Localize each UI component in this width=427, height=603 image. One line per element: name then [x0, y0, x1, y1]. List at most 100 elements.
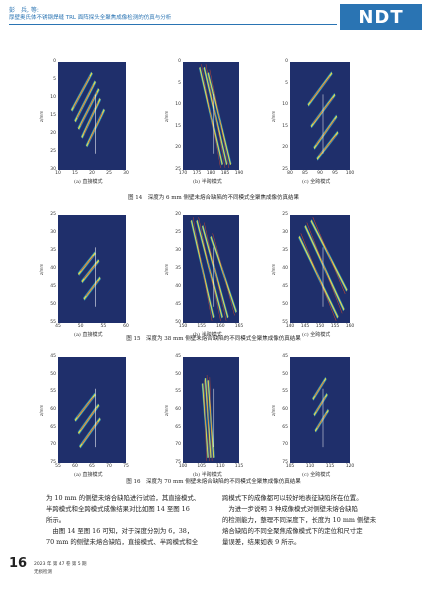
y-tick-label: 10	[175, 102, 181, 108]
y-tick-label: 45	[50, 354, 56, 359]
y-tick-label: 30	[50, 167, 56, 172]
y-tick-label: 55	[175, 389, 181, 395]
tfm-image-panel	[290, 215, 350, 323]
x-tick-label: 145	[300, 324, 310, 329]
y-tick-label: 5	[53, 77, 56, 82]
y-tick-label: 25	[282, 212, 288, 217]
y-tick-label: 75	[50, 460, 56, 465]
subfigure-label: (b) 半跨模式	[193, 472, 222, 478]
figure-caption: 图 16 深度为 70 mm 侧壁未熔合缺陷的不同模式全聚焦成像仿真结果	[126, 479, 301, 485]
y-axis-ticks: 45 50 55 60 65 70 75	[44, 354, 56, 465]
echo-streak-peak	[80, 407, 97, 431]
y-tick-label: 0	[53, 59, 56, 64]
y-axis-ticks: 0 5 10 15 20 25	[276, 59, 288, 172]
echo-streak-peak	[206, 375, 210, 461]
echo-streak-peak	[306, 222, 343, 314]
echo-streak-peak	[204, 380, 207, 461]
y-tick-label: 25	[50, 212, 56, 217]
x-tick-label: 180	[206, 171, 216, 176]
y-tick-label: 45	[175, 302, 181, 307]
body-line: 跨模式下的成像都可以较好地表征缺陷所在位置。	[222, 494, 363, 502]
x-tick-label: 115	[325, 464, 335, 469]
y-axis-ticks: 20 25 30 35 40 45 50	[169, 212, 181, 325]
y-tick-label: 25	[282, 167, 288, 172]
echo-streak-peak	[209, 377, 213, 461]
y-axis-label: z/mm	[39, 110, 44, 122]
y-tick-label: 0	[285, 59, 288, 64]
x-tick-label: 160	[345, 324, 355, 329]
y-tick-label: 60	[50, 407, 56, 412]
x-tick-label: 20	[89, 171, 95, 176]
echo-streak-peak	[76, 396, 94, 418]
subfigure-label: (c) 全跨模式	[302, 332, 331, 338]
y-tick-label: 60	[175, 407, 181, 412]
y-axis-label: z/mm	[164, 404, 169, 416]
echo-streak-peak	[315, 118, 336, 146]
figure-caption: 图 14 深度为 6 mm 侧壁未熔合缺陷的不同模式全聚焦成像仿真结果	[128, 195, 299, 201]
echo-streak-peak	[312, 216, 346, 295]
tfm-image-panel	[183, 62, 239, 170]
x-tick-label: 175	[192, 171, 202, 176]
page-number: 16	[9, 556, 28, 571]
tfm-image-panel	[58, 215, 126, 323]
y-tick-label: 50	[50, 302, 56, 307]
tfm-image-panel	[290, 357, 350, 463]
subfigure-label: (b) 半跨模式	[193, 332, 222, 338]
x-tick-label: 150	[178, 324, 188, 329]
y-tick-label: 40	[50, 266, 56, 271]
x-tick-label: 190	[234, 171, 244, 176]
y-axis-label: z/mm	[271, 404, 276, 416]
body-line: 所示。	[46, 516, 66, 524]
echo-streak-peak	[83, 263, 97, 280]
journal-logo: NDT	[340, 4, 422, 30]
x-tick-label: 150	[315, 324, 325, 329]
y-axis-label: z/mm	[271, 110, 276, 122]
y-axis-label: z/mm	[39, 263, 44, 275]
y-tick-label: 20	[175, 212, 181, 217]
y-tick-label: 55	[50, 389, 56, 395]
x-tick-label: 110	[216, 464, 225, 469]
x-tick-label: 110	[305, 464, 315, 469]
x-tick-label: 100	[178, 464, 188, 469]
subfigure-label: (a) 直接模式	[74, 179, 103, 185]
y-tick-label: 15	[50, 113, 56, 118]
y-tick-label: 70	[282, 442, 288, 448]
x-tick-label: 165	[234, 324, 244, 329]
tfm-image-panel	[58, 62, 126, 170]
x-tick-label: 65	[89, 464, 95, 469]
y-tick-label: 35	[282, 248, 288, 253]
tfm-image-panel	[58, 357, 126, 463]
x-tick-label: 140	[285, 324, 295, 329]
y-tick-label: 65	[50, 424, 56, 430]
y-tick-label: 45	[282, 354, 288, 359]
tfm-image-panel	[290, 62, 350, 170]
x-tick-label: 80	[287, 171, 293, 176]
y-axis-ticks: 0 5 10 15 20 25 30	[44, 59, 56, 172]
echo-streak-peak	[300, 233, 337, 322]
y-tick-label: 10	[50, 95, 56, 100]
y-tick-label: 60	[282, 407, 288, 412]
body-text-left: 为 10 mm 的侧壁未熔合缺陷进行试验，其直接模式、 半跨模式和全跨模式成像结…	[46, 493, 216, 548]
body-line: 为进一步说明 3 种成像模式对侧壁未熔合缺陷	[222, 505, 358, 513]
subfigure-label: (c) 全跨模式	[302, 179, 331, 185]
y-tick-label: 0	[178, 59, 181, 64]
x-tick-label: 105	[285, 464, 295, 469]
y-tick-label: 65	[282, 424, 288, 430]
echo-streak-peak	[318, 135, 337, 157]
x-tick-label: 25	[106, 171, 112, 176]
y-tick-label: 65	[175, 424, 181, 430]
y-tick-label: 75	[175, 460, 181, 465]
body-line: 量误差，结果如表 9 所示。	[222, 538, 301, 546]
y-tick-label: 5	[285, 80, 288, 86]
y-tick-label: 40	[175, 284, 181, 289]
y-tick-label: 55	[282, 389, 288, 395]
x-tick-label: 10	[55, 171, 61, 176]
y-tick-label: 15	[282, 123, 288, 129]
echo-streak-peak	[315, 397, 326, 413]
y-tick-label: 70	[175, 442, 181, 448]
tfm-image-panel	[183, 215, 239, 323]
y-tick-label: 20	[282, 145, 288, 151]
y-tick-label: 45	[50, 284, 56, 289]
y-axis-ticks: 45 50 55 60 65 70 75	[169, 354, 181, 465]
subfigure-label: (a) 直接模式	[74, 332, 103, 338]
